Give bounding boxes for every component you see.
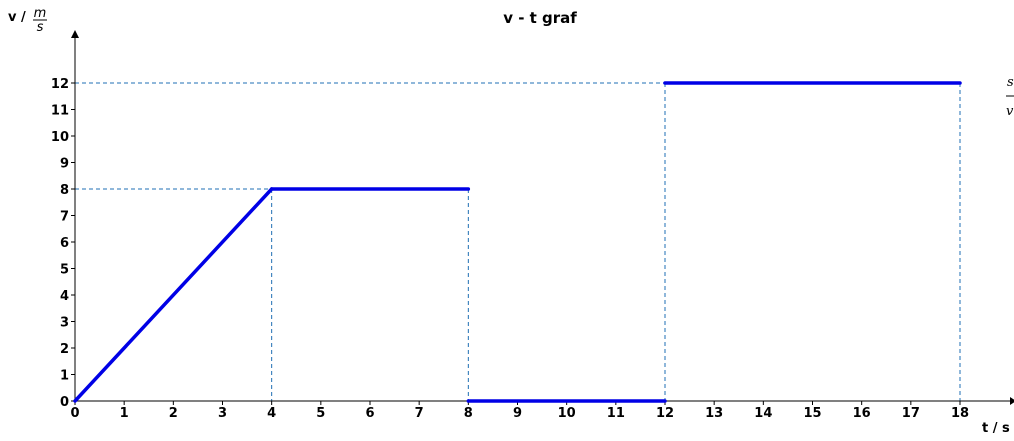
x-tick-label: 9	[513, 406, 522, 421]
y-tick-label: 10	[51, 130, 69, 145]
x-tick-label: 0	[70, 406, 79, 421]
x-tick-label: 4	[267, 406, 276, 421]
ticks: 0 1 2 3 4 5 6 7 8 9 10 11 12 13 14 15 16 17 18012345678910…	[51, 77, 969, 421]
y-tick-label: 5	[60, 263, 69, 278]
axes	[71, 30, 1014, 405]
x-tick-label: 17	[902, 406, 920, 421]
y-tick-label: 7	[60, 210, 69, 225]
y-tick-label: 4	[60, 289, 69, 304]
y-axis-label: v / m s	[8, 6, 47, 35]
y-axis-label-prefix: v /	[8, 10, 26, 25]
chart-title: v - t graf	[503, 9, 577, 27]
side-fragment-2: v	[1006, 104, 1014, 119]
y-tick-label: 1	[60, 369, 69, 384]
side-fragment-1: s	[1007, 75, 1014, 90]
y-tick-label: 11	[51, 104, 69, 119]
y-axis-label-unit-den: s	[37, 20, 44, 35]
x-tick-label: 6	[365, 406, 374, 421]
x-tick-label: 13	[705, 406, 723, 421]
y-tick-label: 6	[60, 236, 69, 251]
x-tick-label: 5	[316, 406, 325, 421]
x-tick-label: 11	[607, 406, 625, 421]
x-tick-label: 14	[754, 406, 772, 421]
x-tick-label: 12	[656, 406, 674, 421]
y-tick-label: 2	[60, 342, 69, 357]
x-tick-label: 15	[803, 406, 821, 421]
x-tick-label: 1	[120, 406, 129, 421]
x-axis-label: t / s	[982, 421, 1010, 436]
y-tick-label: 12	[51, 77, 69, 92]
x-tick-label: 3	[218, 406, 227, 421]
y-axis-arrow	[71, 30, 79, 38]
y-tick-label: 0	[60, 395, 69, 410]
x-tick-label: 10	[558, 406, 576, 421]
x-tick-label: 16	[853, 406, 871, 421]
guide-lines	[75, 82, 961, 401]
x-tick-label: 8	[464, 406, 473, 421]
y-tick-label: 9	[60, 157, 69, 172]
y-tick-label: 8	[60, 183, 69, 198]
x-tick-label: 18	[951, 406, 969, 421]
x-tick-label: 7	[415, 406, 424, 421]
x-tick-label: 2	[169, 406, 178, 421]
x-axis-arrow	[1010, 397, 1014, 405]
y-tick-label: 3	[60, 316, 69, 331]
series-segment	[73, 187, 274, 403]
series	[73, 81, 962, 403]
y-axis-label-unit-num: m	[34, 6, 47, 21]
